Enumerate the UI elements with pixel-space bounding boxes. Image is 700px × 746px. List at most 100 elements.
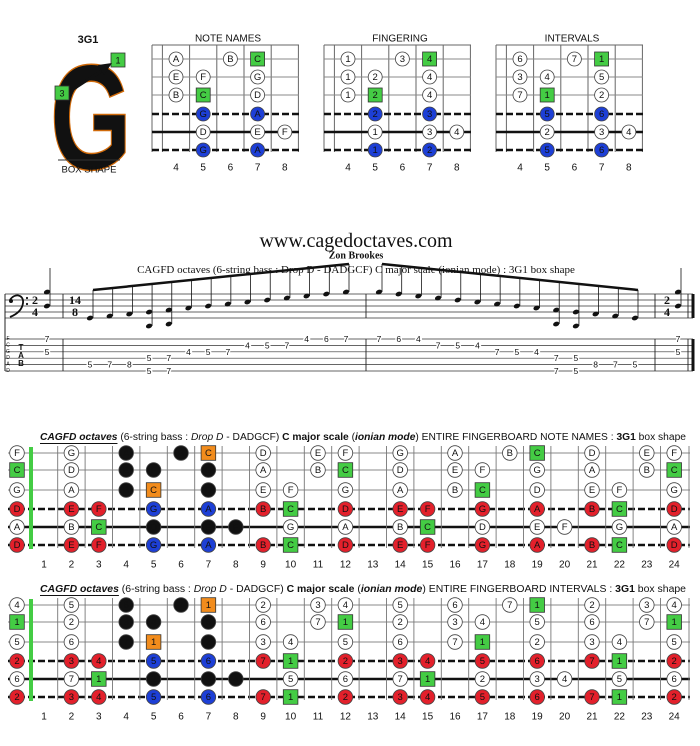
string-name: C <box>6 342 10 348</box>
note-label: 5 <box>617 674 622 685</box>
beam <box>92 262 350 292</box>
note-label: 3 <box>261 637 266 648</box>
note-marker <box>168 69 184 85</box>
note-label: E <box>260 485 266 496</box>
title-part: (6-string bass : <box>117 432 190 443</box>
fret-number: 7 <box>427 163 433 174</box>
note-label: 4 <box>425 656 430 667</box>
note-marker <box>200 501 217 517</box>
root-marker <box>145 634 162 650</box>
note-label: D <box>14 540 21 551</box>
note-label: E <box>205 522 211 533</box>
fret-number: 8 <box>626 163 632 174</box>
note-marker <box>422 142 438 158</box>
note-head <box>375 289 383 295</box>
note-marker <box>200 614 217 630</box>
root-marker <box>145 482 162 498</box>
arrow-shaft <box>71 67 105 92</box>
note-marker <box>63 482 80 498</box>
note-label: 7 <box>178 600 183 611</box>
note-label: A <box>68 485 75 496</box>
diagram-title: FINGERING <box>372 34 428 45</box>
note-label: A <box>534 504 541 515</box>
note-marker <box>200 537 217 553</box>
note-marker <box>63 537 80 553</box>
note-marker <box>556 519 573 535</box>
note-marker <box>422 106 438 122</box>
note-marker <box>392 614 408 630</box>
note-label: 5 <box>545 109 550 120</box>
note-marker <box>419 689 436 705</box>
note-marker <box>539 69 555 85</box>
note-marker <box>584 501 600 517</box>
root-marker <box>282 653 299 669</box>
note-label: 2 <box>398 617 403 628</box>
note-label: 2 <box>14 692 19 703</box>
note-marker <box>392 501 408 517</box>
root-marker <box>666 462 682 478</box>
note-label: F <box>14 448 20 459</box>
note-label: 2 <box>206 637 211 648</box>
note-label: D <box>200 127 207 138</box>
root-marker <box>666 614 682 630</box>
note-marker <box>91 501 107 517</box>
note-label: 1 <box>672 617 677 628</box>
note-label: A <box>173 54 180 65</box>
note-label: G <box>13 485 20 496</box>
tab-number: 7 <box>676 334 681 344</box>
note-label: C <box>424 522 431 533</box>
note-label: F <box>425 504 431 515</box>
note-head <box>224 301 231 307</box>
note-marker <box>392 689 408 705</box>
note-marker <box>529 614 545 630</box>
note-marker <box>282 671 299 687</box>
tab-number: 7 <box>495 347 500 357</box>
note-marker <box>474 537 491 553</box>
note-label: A <box>452 448 459 459</box>
note-label: A <box>397 485 404 496</box>
note-label: 2 <box>427 145 432 156</box>
note-label: F <box>342 448 348 459</box>
fret-number: 23 <box>641 560 653 571</box>
tab-number: 5 <box>206 347 211 357</box>
note-label: 2 <box>480 674 485 685</box>
fret-number: 7 <box>206 560 212 571</box>
note-label: G <box>200 145 207 156</box>
fret-number: 3 <box>96 712 102 723</box>
fret-number: 15 <box>422 560 434 571</box>
note-label: C <box>287 540 294 551</box>
root-marker <box>474 482 491 498</box>
tab-number: 7 <box>225 347 230 357</box>
tab-number: 4 <box>245 340 250 350</box>
note-head <box>165 321 172 327</box>
note-label: 3 <box>644 600 649 611</box>
tab-number: 7 <box>166 366 171 376</box>
note-marker <box>282 519 299 535</box>
note-marker <box>118 445 134 461</box>
note-marker <box>529 537 545 553</box>
logo-name: 3G1 <box>78 34 99 46</box>
note-head <box>303 293 310 299</box>
note-marker <box>529 519 545 535</box>
note-label: A <box>342 522 349 533</box>
fret-number: 10 <box>285 560 297 571</box>
note-label: D <box>260 448 267 459</box>
note-marker <box>9 501 25 517</box>
tab-number: 5 <box>633 360 638 370</box>
fret-number: 17 <box>477 560 489 571</box>
note-label: A <box>205 504 212 515</box>
note-marker <box>367 106 383 122</box>
note-marker <box>529 482 545 498</box>
note-label: 7 <box>398 674 403 685</box>
title-part: 3G1 <box>616 432 636 443</box>
note-label: 3 <box>398 692 403 703</box>
note-marker <box>145 614 162 630</box>
note-label: C <box>200 90 207 101</box>
note-label: G <box>616 522 623 533</box>
note-label: 6 <box>69 637 74 648</box>
string-name: D <box>6 355 10 361</box>
note-label: C <box>534 448 541 459</box>
note-marker <box>392 445 408 461</box>
note-label: 7 <box>124 637 129 648</box>
fret-number: 20 <box>559 712 571 723</box>
